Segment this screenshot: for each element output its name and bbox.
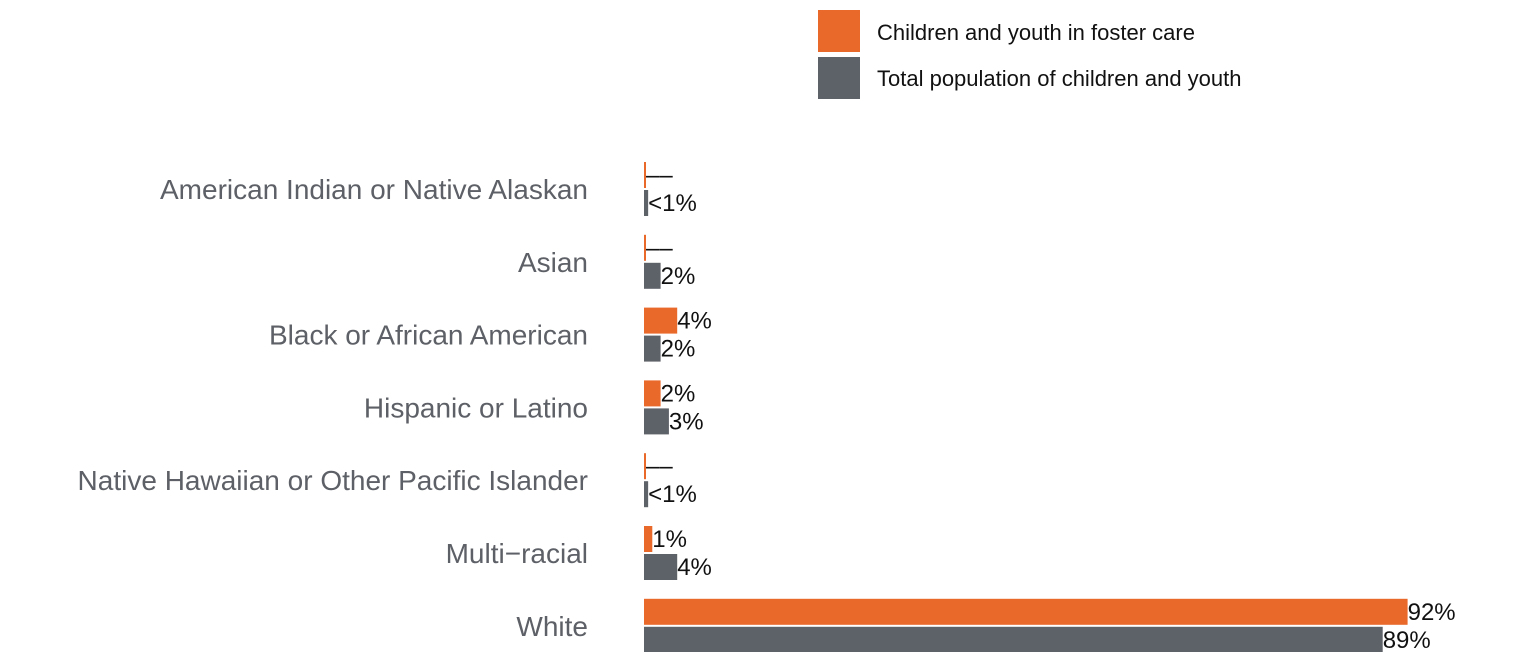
bar-total-population-american-indian-or-native-alaskan (644, 190, 649, 216)
bar-foster-care-multi-racial (644, 526, 653, 552)
value-label-foster-care-multi-racial: 1% (652, 526, 687, 553)
bar-total-population-hispanic-or-latino (644, 408, 669, 435)
bar-total-population-white (644, 626, 1383, 652)
value-label-total-population-hispanic-or-latino: 3% (669, 408, 704, 435)
value-label-total-population-multi-racial: 4% (677, 554, 712, 581)
bar-total-population-black-or-african-american (644, 335, 661, 362)
value-label-foster-care-hispanic-or-latino: 2% (661, 380, 696, 407)
bar-total-population-multi-racial (644, 554, 678, 580)
category-label-american-indian-or-native-alaskan: American Indian or Native Alaskan (160, 174, 588, 205)
category-label-multi-racial: Multi−racial (446, 538, 588, 569)
legend-label-total-population: Total population of children and youth (877, 66, 1241, 91)
legend-swatch-total-population (818, 57, 860, 99)
bar-foster-care-native-hawaiian-or-other-pacific-islander (644, 453, 646, 480)
bar-total-population-asian (644, 262, 661, 289)
value-label-total-population-black-or-african-american: 2% (661, 336, 696, 363)
value-label-foster-care-asian: –– (646, 235, 673, 262)
bar-foster-care-black-or-african-american (644, 307, 678, 334)
value-label-total-population-american-indian-or-native-alaskan: <1% (648, 190, 697, 217)
bar-foster-care-asian (644, 234, 646, 261)
category-label-white: White (516, 611, 588, 642)
value-label-foster-care-american-indian-or-native-alaskan: –– (646, 162, 673, 189)
bar-total-population-native-hawaiian-or-other-pacific-islander (644, 481, 649, 508)
value-label-total-population-asian: 2% (661, 263, 696, 290)
value-label-total-population-white: 89% (1383, 627, 1431, 652)
value-label-total-population-native-hawaiian-or-other-pacific-islander: <1% (648, 481, 697, 508)
legend-label-foster-care: Children and youth in foster care (877, 20, 1195, 45)
category-label-hispanic-or-latino: Hispanic or Latino (364, 392, 588, 423)
value-label-foster-care-black-or-african-american: 4% (677, 308, 712, 335)
bar-foster-care-american-indian-or-native-alaskan (644, 162, 646, 188)
bar-foster-care-white (644, 598, 1408, 625)
bar-foster-care-hispanic-or-latino (644, 380, 661, 407)
category-label-black-or-african-american: Black or African American (269, 320, 588, 351)
value-label-foster-care-native-hawaiian-or-other-pacific-islander: –– (646, 453, 673, 480)
legend-swatch-foster-care (818, 10, 860, 52)
category-label-asian: Asian (518, 247, 588, 278)
plot-area: American Indian or Native Alaskan ––<1%As… (78, 162, 1456, 652)
legend: Children and youth in foster care Total … (818, 10, 1241, 99)
category-label-native-hawaiian-or-other-pacific-islander: Native Hawaiian or Other Pacific Islande… (78, 465, 588, 496)
value-label-foster-care-white: 92% (1408, 599, 1456, 626)
